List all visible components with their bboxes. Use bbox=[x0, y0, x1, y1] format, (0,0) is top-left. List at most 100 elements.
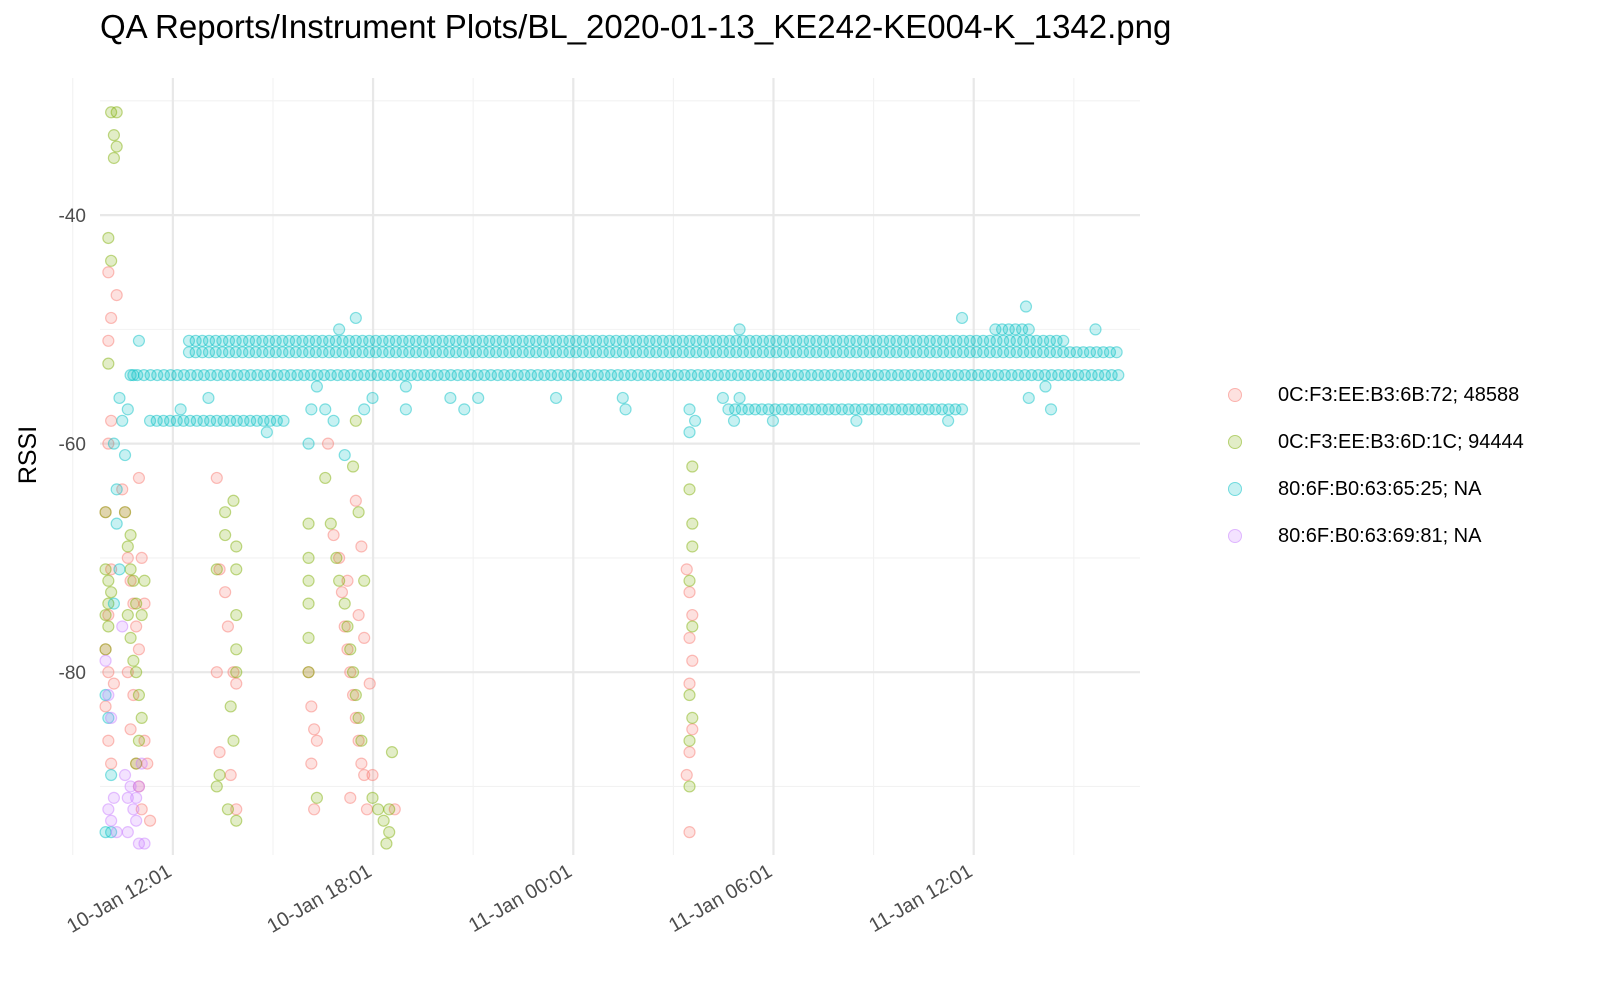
data-point bbox=[549, 346, 563, 359]
data-point bbox=[523, 334, 536, 347]
data-point bbox=[771, 368, 785, 382]
data-point bbox=[105, 814, 118, 827]
data-point bbox=[983, 346, 996, 359]
data-point bbox=[262, 334, 276, 347]
data-point bbox=[743, 346, 756, 359]
data-point bbox=[191, 368, 204, 382]
data-point bbox=[99, 700, 112, 713]
data-point bbox=[336, 334, 349, 347]
data-point bbox=[302, 551, 315, 565]
data-point bbox=[157, 368, 171, 382]
data-point bbox=[230, 608, 243, 622]
data-point bbox=[865, 368, 878, 382]
data-point bbox=[938, 368, 951, 382]
data-point bbox=[196, 334, 209, 347]
data-point bbox=[321, 437, 335, 450]
data-point bbox=[451, 368, 464, 382]
data-point bbox=[211, 368, 224, 382]
data-point bbox=[163, 414, 177, 427]
data-point bbox=[99, 608, 112, 622]
data-point bbox=[925, 368, 938, 382]
data-point bbox=[836, 346, 850, 359]
data-point bbox=[209, 334, 222, 347]
data-point bbox=[862, 403, 875, 416]
data-point bbox=[909, 403, 922, 416]
data-point bbox=[1022, 391, 1035, 405]
data-point bbox=[251, 368, 264, 382]
data-point bbox=[683, 574, 696, 587]
data-point bbox=[236, 346, 249, 359]
data-point bbox=[696, 334, 709, 347]
data-point bbox=[341, 574, 354, 587]
data-point bbox=[471, 368, 484, 382]
data-point bbox=[803, 346, 816, 359]
data-point bbox=[836, 334, 850, 347]
data-point bbox=[816, 334, 830, 347]
data-point bbox=[271, 368, 284, 382]
data-point bbox=[164, 368, 177, 382]
data-point bbox=[303, 334, 316, 347]
data-point bbox=[516, 334, 529, 347]
data-point bbox=[343, 334, 356, 347]
data-point bbox=[213, 746, 226, 759]
data-point bbox=[749, 403, 762, 416]
data-point bbox=[696, 346, 709, 359]
minor-gridlines bbox=[72, 78, 1140, 855]
y-tick-label: -80 bbox=[59, 663, 86, 684]
data-point bbox=[763, 334, 776, 347]
data-point bbox=[665, 368, 678, 382]
data-point bbox=[751, 368, 765, 382]
data-point bbox=[830, 346, 843, 359]
data-point bbox=[102, 334, 115, 347]
data-point bbox=[202, 346, 216, 359]
data-point bbox=[369, 334, 382, 347]
data-point bbox=[369, 346, 382, 359]
data-point bbox=[890, 346, 903, 359]
data-point bbox=[310, 380, 323, 393]
data-point bbox=[302, 631, 315, 644]
data-point bbox=[269, 334, 282, 347]
data-point bbox=[124, 368, 137, 382]
data-point bbox=[518, 368, 531, 382]
data-point bbox=[107, 151, 121, 165]
data-point bbox=[217, 368, 231, 382]
data-point bbox=[690, 346, 703, 359]
data-point bbox=[338, 368, 351, 382]
data-point bbox=[610, 334, 623, 347]
data-point bbox=[891, 368, 905, 382]
data-point bbox=[683, 688, 696, 702]
legend-key bbox=[1228, 435, 1242, 449]
data-point bbox=[384, 368, 397, 382]
data-point bbox=[870, 334, 883, 347]
data-point bbox=[121, 540, 134, 553]
data-point bbox=[237, 368, 251, 382]
data-point bbox=[189, 346, 202, 359]
data-point bbox=[830, 334, 843, 347]
data-point bbox=[716, 334, 729, 347]
data-point bbox=[509, 334, 523, 347]
data-point bbox=[896, 346, 910, 359]
data-point bbox=[571, 368, 584, 382]
data-point bbox=[296, 346, 309, 359]
data-point bbox=[105, 711, 118, 724]
data-point bbox=[138, 574, 151, 587]
data-point bbox=[543, 346, 556, 359]
data-point bbox=[327, 414, 340, 427]
data-point bbox=[376, 334, 389, 347]
data-point bbox=[950, 334, 963, 347]
data-point bbox=[343, 346, 356, 359]
data-point bbox=[213, 768, 226, 782]
data-point bbox=[383, 803, 396, 816]
data-point bbox=[138, 837, 151, 850]
data-point bbox=[1058, 368, 1072, 382]
data-point bbox=[284, 368, 297, 382]
data-point bbox=[680, 768, 693, 782]
data-point bbox=[498, 368, 511, 382]
legend-key bbox=[1228, 388, 1242, 402]
data-point bbox=[890, 334, 903, 347]
data-point bbox=[360, 803, 374, 816]
data-point bbox=[105, 563, 118, 576]
data-point bbox=[1037, 334, 1050, 347]
data-point bbox=[221, 620, 235, 633]
data-point bbox=[1023, 346, 1036, 359]
